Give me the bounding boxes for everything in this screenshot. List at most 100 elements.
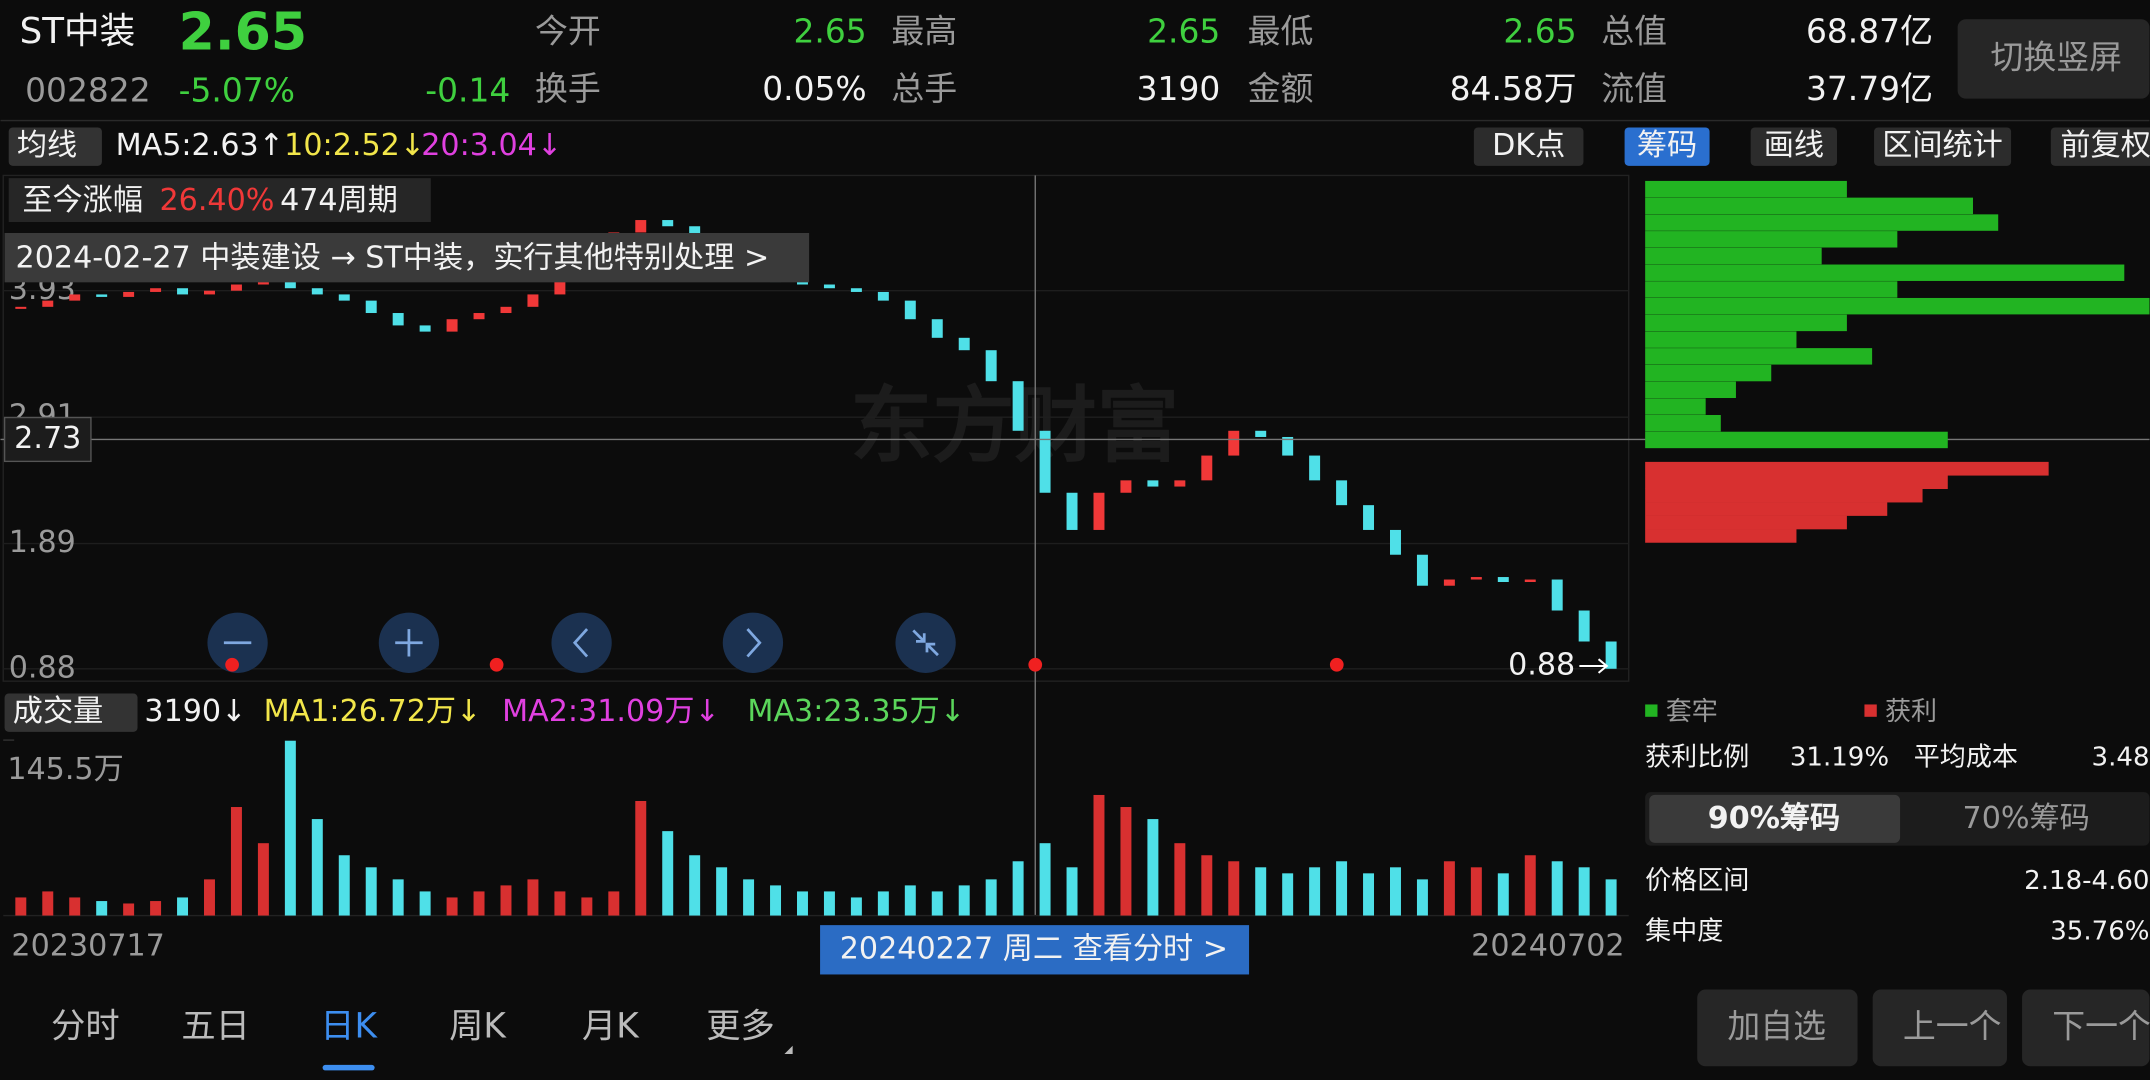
chip-bar-trapped xyxy=(1645,381,1736,399)
candle xyxy=(1147,480,1159,487)
volume-bar xyxy=(96,901,108,916)
tool-label: 区间统计 xyxy=(1882,128,2003,163)
chip-bar-trapped xyxy=(1645,415,1721,432)
tool-button[interactable] xyxy=(1750,127,1838,166)
volume-bar xyxy=(1012,861,1024,916)
ma-menu-label: 均线 xyxy=(17,128,77,163)
tab[interactable]: 五日 xyxy=(181,1006,250,1046)
nav-button[interactable] xyxy=(551,612,612,673)
volume-bar xyxy=(877,891,889,916)
ma10: 10:2.52↓ xyxy=(284,128,425,163)
volume-menu[interactable] xyxy=(4,693,138,732)
candle xyxy=(96,294,108,297)
candle xyxy=(1282,436,1294,456)
vol-ma1: MA1:26.72万↓ xyxy=(264,694,482,729)
stat-value: 0.05% xyxy=(762,69,866,108)
tool-button[interactable] xyxy=(1624,127,1710,166)
chip-bar-profit xyxy=(1645,475,1948,490)
volume-bar xyxy=(150,901,162,916)
candle xyxy=(419,325,431,332)
nav-icon xyxy=(746,628,762,658)
tool-button[interactable] xyxy=(1473,127,1584,166)
crosshair-label: 2.73 xyxy=(14,421,81,456)
orientation-button[interactable] xyxy=(1957,19,2150,99)
volume-bar xyxy=(1497,873,1509,916)
ma20: 20:3.04↓ xyxy=(421,128,562,163)
legend-swatch xyxy=(1645,704,1658,717)
volume-menu-label: 成交量 xyxy=(13,694,103,729)
candle xyxy=(1443,579,1455,586)
ma5: MA5:2.63↑ xyxy=(116,128,284,163)
volume-bar xyxy=(527,879,539,916)
candle xyxy=(689,226,701,239)
candle xyxy=(1470,577,1482,580)
chip-bar-trapped xyxy=(1645,431,1948,449)
volume-bar xyxy=(743,879,755,916)
volume-bar xyxy=(608,891,620,916)
tool-button[interactable] xyxy=(1874,127,2012,166)
y-tick-label: 1.89 xyxy=(9,525,76,560)
nav-button[interactable] xyxy=(895,612,956,673)
tab[interactable]: 分时 xyxy=(51,1006,120,1046)
volume-bar xyxy=(1524,855,1536,916)
chip-bar-profit xyxy=(1645,529,1797,543)
tools: DK点 筹码 画线 区间统计 前复权 xyxy=(1473,127,2150,166)
stat-value: 2.65 xyxy=(1503,11,1576,50)
candle xyxy=(257,282,269,285)
chip-bar-trapped xyxy=(1645,314,1847,332)
y-tick-label: 0.88 xyxy=(9,650,76,685)
candle xyxy=(1093,492,1105,530)
volume-bar xyxy=(1336,861,1348,916)
volume-bar xyxy=(1201,855,1213,916)
chip-bar-trapped xyxy=(1645,348,1873,365)
action-button[interactable] xyxy=(1872,989,2007,1067)
vol-ma3: MA3:23.35万↓ xyxy=(747,694,965,729)
nav-icon xyxy=(572,628,589,658)
volume-bar xyxy=(716,867,728,916)
stat-label: 集中度 xyxy=(1645,916,1723,946)
candle xyxy=(1416,554,1428,586)
chip-bar-trapped xyxy=(1645,231,1898,248)
date-selected-box[interactable] xyxy=(820,925,1250,975)
nav-button[interactable] xyxy=(722,612,784,673)
tab[interactable]: 周K xyxy=(449,1006,507,1046)
action-label: 下一个 xyxy=(2052,1006,2150,1045)
volume-bar xyxy=(1470,867,1482,916)
candle xyxy=(473,313,485,320)
volume-bar xyxy=(958,885,970,916)
candle xyxy=(1363,505,1375,530)
volume-bar xyxy=(1147,819,1159,916)
range-label: 至今涨幅 xyxy=(22,183,143,218)
candle xyxy=(662,220,674,227)
tab[interactable]: 日K xyxy=(320,1006,378,1046)
annotation-box[interactable] xyxy=(4,232,810,283)
bottom-bar: 分时 五日 日K 周K 月K 更多 加自选 上一个 下一个 xyxy=(51,989,2150,1071)
candle xyxy=(446,319,458,332)
candle xyxy=(1039,430,1051,493)
toggle-active[interactable] xyxy=(1649,794,1901,843)
volume-bar xyxy=(904,885,916,916)
volume-bar xyxy=(689,855,701,916)
volume-current: 3190↓ xyxy=(144,694,246,729)
change-pct: -5.07% xyxy=(179,70,295,109)
chip-bar-trapped xyxy=(1645,364,1772,382)
action-button[interactable] xyxy=(2022,989,2150,1067)
tab[interactable]: 更多 xyxy=(706,1006,775,1046)
candle xyxy=(365,300,377,314)
volume-bar xyxy=(770,885,782,916)
candle xyxy=(958,337,970,351)
chip-bar-profit xyxy=(1645,502,1888,516)
volume-bar xyxy=(177,897,189,916)
chart-frame xyxy=(2,174,1630,682)
action-button[interactable] xyxy=(1697,989,1858,1067)
ma-menu[interactable] xyxy=(8,127,102,166)
candle xyxy=(1201,455,1213,481)
tool-button[interactable] xyxy=(2050,127,2150,166)
volume-bar xyxy=(311,819,323,916)
volume-bar xyxy=(1578,867,1590,916)
candle xyxy=(527,294,539,307)
last-price-label: 0.88 xyxy=(1508,648,1575,683)
candle xyxy=(42,300,54,307)
tab[interactable]: 月K xyxy=(582,1006,640,1046)
